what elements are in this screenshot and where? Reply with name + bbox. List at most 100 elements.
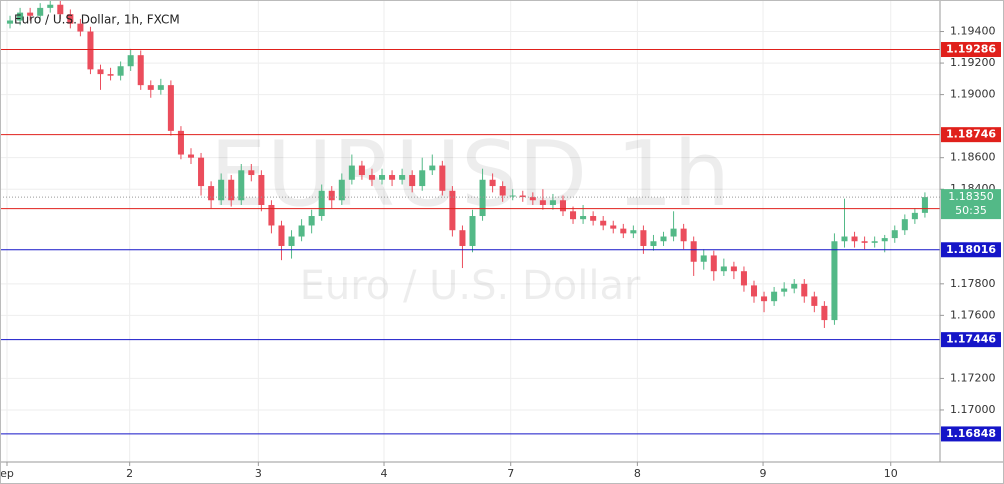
candle-body bbox=[177, 130, 184, 155]
countdown: 50:35 bbox=[955, 204, 987, 217]
candle-body bbox=[670, 228, 677, 237]
candle-body bbox=[308, 216, 315, 226]
candle-body bbox=[47, 4, 54, 8]
candle-body bbox=[590, 216, 597, 221]
y-tick-label: 1.19200 bbox=[950, 56, 996, 69]
candle-body bbox=[600, 220, 607, 226]
candle-body bbox=[781, 288, 788, 292]
x-tick-label: 8 bbox=[634, 467, 641, 480]
candle-body bbox=[831, 241, 838, 321]
last-price-box bbox=[941, 189, 1001, 220]
candle-body bbox=[630, 230, 637, 234]
x-tick-label: 4 bbox=[381, 467, 388, 480]
candle-body bbox=[77, 23, 84, 32]
y-tick-label: 1.19400 bbox=[950, 25, 996, 38]
level-label: 1.16848 bbox=[946, 427, 996, 440]
candle-body bbox=[891, 230, 898, 239]
candle-body bbox=[740, 271, 747, 286]
chart-title: Euro / U.S. Dollar, 1h, FXCM bbox=[14, 13, 180, 27]
candle-body bbox=[358, 165, 365, 176]
candle-body bbox=[7, 20, 14, 24]
candle-body bbox=[499, 186, 506, 196]
candle-body bbox=[700, 255, 707, 262]
level-label-box bbox=[941, 426, 1001, 442]
x-tick-label: 7 bbox=[507, 467, 514, 480]
y-tick-label: 1.17800 bbox=[950, 277, 996, 290]
level-label: 1.18016 bbox=[946, 243, 996, 256]
candle-body bbox=[288, 236, 295, 246]
candle-body bbox=[921, 197, 928, 213]
candle-body bbox=[570, 211, 577, 220]
candle-body bbox=[851, 236, 858, 242]
candle-body bbox=[761, 296, 768, 302]
candle-body bbox=[529, 197, 536, 201]
candle-body bbox=[730, 266, 737, 272]
y-tick-label: 1.18600 bbox=[950, 151, 996, 164]
axis: 1.194001.192001.190001.186001.184001.178… bbox=[0, 25, 1001, 480]
watermark: EURUSD 1h bbox=[210, 122, 731, 227]
candle-body bbox=[107, 74, 114, 76]
candle-body bbox=[801, 283, 808, 297]
candle-body bbox=[811, 296, 818, 306]
candle-body bbox=[861, 241, 868, 243]
y-tick-label: 1.17200 bbox=[950, 371, 996, 384]
candle-body bbox=[690, 241, 697, 262]
candle-body bbox=[208, 186, 215, 201]
candle-body bbox=[489, 179, 496, 187]
candle-body bbox=[610, 225, 617, 229]
candle-body bbox=[519, 195, 526, 198]
plot bbox=[0, 0, 940, 435]
candle-body bbox=[419, 170, 426, 187]
candle-body bbox=[539, 200, 546, 205]
candle-body bbox=[399, 175, 406, 180]
candle-body bbox=[680, 228, 687, 242]
candle-body bbox=[439, 165, 446, 191]
candle-body bbox=[841, 236, 848, 242]
candle-body bbox=[187, 154, 195, 158]
level-label: 1.19286 bbox=[946, 43, 996, 56]
x-tick-label: 9 bbox=[760, 467, 767, 480]
candle-body bbox=[117, 66, 124, 76]
candle-body bbox=[881, 238, 888, 242]
candle-body bbox=[479, 179, 486, 217]
candle-body bbox=[821, 305, 828, 321]
y-tick-label: 1.17000 bbox=[950, 403, 996, 416]
candle-body bbox=[429, 165, 436, 171]
candle-body bbox=[660, 236, 667, 242]
candle-body bbox=[640, 230, 647, 246]
candle-body bbox=[379, 175, 386, 180]
grid bbox=[0, 0, 940, 462]
level-label-box bbox=[941, 127, 1001, 143]
candle-body bbox=[409, 175, 416, 187]
x-tick-label: 10 bbox=[884, 467, 898, 480]
candle-body bbox=[750, 285, 758, 297]
candle-body bbox=[509, 195, 516, 197]
candle-body bbox=[258, 175, 265, 205]
candle-body bbox=[771, 291, 778, 302]
level-label: 1.17446 bbox=[946, 333, 996, 346]
candle-body bbox=[127, 55, 134, 67]
candle-body bbox=[228, 179, 235, 201]
candle-body bbox=[238, 170, 245, 201]
y-tick-label: 1.19000 bbox=[950, 88, 996, 101]
candle-body bbox=[650, 241, 657, 246]
watermark-subtitle: Euro / U.S. Dollar bbox=[300, 263, 641, 309]
candle-body bbox=[901, 219, 908, 231]
candle-body bbox=[278, 225, 285, 246]
candle-body bbox=[57, 4, 64, 15]
candle-body bbox=[248, 170, 255, 176]
candle-body bbox=[348, 165, 355, 180]
level-label-box bbox=[941, 332, 1001, 348]
candle-body bbox=[720, 266, 727, 272]
candle-body bbox=[871, 241, 878, 243]
candle-body bbox=[620, 228, 627, 234]
candle-body bbox=[449, 190, 456, 231]
candle-body bbox=[27, 12, 34, 16]
level-label-box bbox=[941, 242, 1001, 258]
candle-body bbox=[469, 216, 476, 246]
x-tick-label: 3 bbox=[255, 467, 262, 480]
candle-body bbox=[157, 85, 164, 90]
level-label: 1.18746 bbox=[946, 128, 996, 141]
candle-body bbox=[97, 69, 104, 75]
